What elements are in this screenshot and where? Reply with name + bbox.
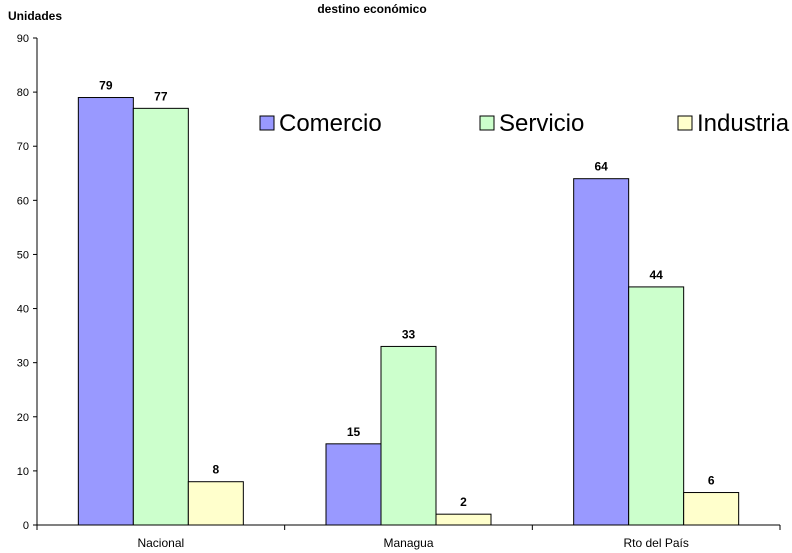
x-tick-label: Rto del País [623, 536, 688, 550]
data-label: 44 [649, 268, 663, 282]
bars: 79 77 8 15 33 2 64 44 6 [77, 79, 740, 526]
bar-servicio-2 [380, 345, 437, 526]
legend: Comercio Servicio Industria [259, 110, 790, 137]
bar-comercio-3 [573, 178, 630, 526]
data-label: 8 [212, 463, 219, 477]
data-label: 33 [402, 327, 416, 341]
legend-swatch-servicio [479, 115, 495, 131]
chart-title: destino económico [317, 2, 426, 16]
y-tick-label: 60 [17, 195, 29, 207]
legend-swatch-industria [677, 115, 693, 131]
bar-industria-2 [435, 513, 492, 526]
data-label: 64 [594, 160, 608, 174]
y-tick-label: 70 [17, 141, 29, 153]
x-tick-label: Nacional [137, 536, 184, 550]
data-label: 15 [347, 425, 361, 439]
bar-industria-1 [187, 481, 244, 526]
y-tick-label: 30 [17, 358, 29, 370]
bar-comercio-1 [77, 97, 134, 526]
data-label: 79 [99, 79, 113, 93]
legend-swatch-comercio [259, 115, 275, 131]
legend-label-comercio: Comercio [279, 110, 382, 137]
y-tick-label: 10 [17, 466, 29, 478]
y-tick-label: 50 [17, 249, 29, 261]
y-tick-label: 90 [17, 33, 29, 45]
y-tick-label: 80 [17, 87, 29, 99]
y-tick-label: 0 [23, 520, 29, 532]
y-axis-label: Unidades [8, 9, 62, 23]
data-label: 77 [154, 89, 168, 103]
data-label: 6 [708, 474, 715, 488]
legend-label-servicio: Servicio [499, 110, 584, 137]
data-label: 2 [460, 495, 467, 509]
bar-industria-3 [683, 492, 740, 526]
bar-comercio-2 [325, 443, 382, 526]
y-tick-label: 40 [17, 304, 29, 316]
legend-label-industria: Industria [697, 110, 790, 137]
bar-servicio-3 [628, 286, 685, 526]
y-tick-label: 20 [17, 412, 29, 424]
x-tick-label: Managua [383, 536, 433, 550]
bar-servicio-1 [132, 107, 189, 526]
